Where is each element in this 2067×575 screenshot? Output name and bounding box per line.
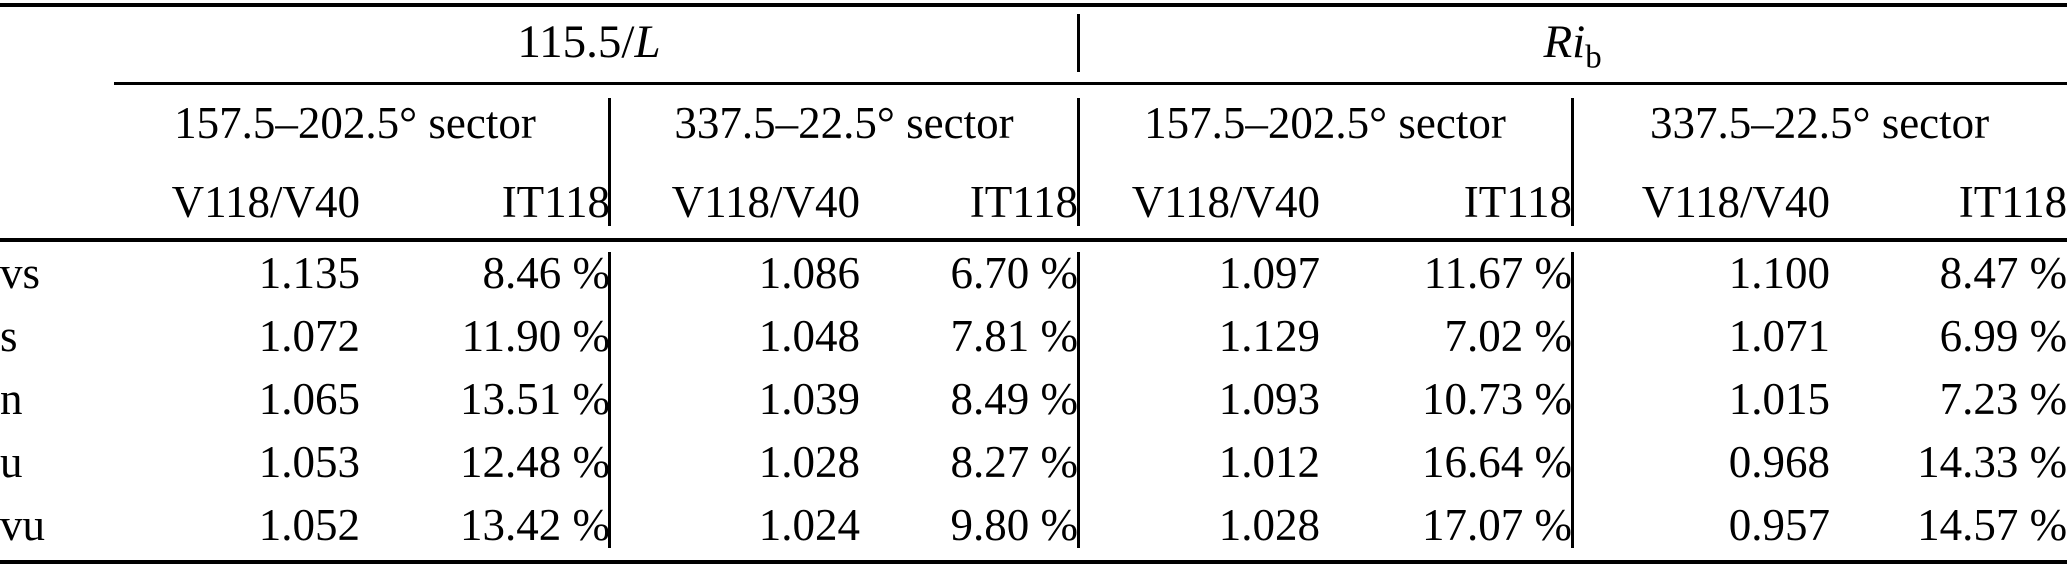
top-rule — [0, 3, 2067, 7]
value-cell: 10.73 % — [1422, 374, 1573, 424]
row-label: u — [0, 437, 23, 487]
sector-header-row: 157.5–202.5° sector 337.5–22.5° sector 1… — [0, 84, 2067, 163]
group-header-text: 115.5/L — [517, 15, 661, 68]
value-cell: 14.33 % — [1917, 437, 2067, 487]
value-cell: 13.42 % — [460, 500, 610, 550]
value-cell: 7.02 % — [1444, 311, 1573, 361]
header-body-separator-rule — [0, 238, 2067, 242]
group-header-row: 115.5/L Rib — [0, 0, 2067, 84]
body-divider — [608, 252, 611, 548]
value-cell: 8.49 % — [950, 374, 1079, 424]
sector-header: 337.5–22.5° sector — [674, 98, 1014, 148]
sector-header: 337.5–22.5° sector — [1649, 98, 1990, 148]
value-cell: 17.07 % — [1422, 500, 1573, 550]
column-header: V118/V40 — [171, 177, 360, 227]
value-cell: 1.028 — [758, 437, 860, 487]
value-cell: 6.70 % — [950, 248, 1079, 298]
value-cell: 13.51 % — [460, 374, 610, 424]
group-header-text: Rib — [1543, 15, 1602, 75]
value-cell: 1.072 — [258, 311, 360, 361]
value-cell: 8.47 % — [1939, 248, 2067, 298]
value-cell: 1.097 — [1218, 248, 1321, 298]
table-row-n: n 1.065 13.51 % 1.039 8.49 % 1.093 10.73… — [0, 368, 2067, 431]
row-label: s — [0, 311, 18, 361]
value-cell: 6.99 % — [1939, 311, 2067, 361]
column-header-row: V118/V40 IT118 V118/V40 IT118 V118/V40 I… — [0, 163, 2067, 242]
value-cell: 1.048 — [758, 311, 860, 361]
sector-header: 157.5–202.5° sector — [174, 98, 536, 148]
column-header: IT118 — [969, 177, 1079, 227]
value-cell: 1.071 — [1728, 311, 1831, 361]
group-header-Ri-b: Rib — [1078, 0, 2067, 84]
value-cell: 7.23 % — [1939, 374, 2067, 424]
table-row-u: u 1.053 12.48 % 1.028 8.27 % 1.012 16.64… — [0, 431, 2067, 494]
value-cell: 1.135 — [258, 248, 360, 298]
value-cell: 1.053 — [258, 437, 360, 487]
value-cell: 16.64 % — [1422, 437, 1573, 487]
table-row-s: s 1.072 11.90 % 1.048 7.81 % 1.129 7.02 … — [0, 305, 2067, 368]
value-cell: 8.27 % — [950, 437, 1079, 487]
stability-sector-table: 115.5/L Rib 157.5–202.5° sector 337.5–22… — [0, 0, 2067, 557]
value-cell: 1.028 — [1218, 500, 1321, 550]
sector-header: 157.5–202.5° sector — [1144, 98, 1506, 148]
value-cell: 1.129 — [1218, 311, 1321, 361]
column-header: IT118 — [501, 177, 610, 227]
row-label: n — [0, 374, 23, 424]
sector-divider — [608, 98, 611, 226]
value-cell: 1.093 — [1218, 374, 1321, 424]
row-label: vs — [0, 248, 41, 298]
value-cell: 11.90 % — [461, 311, 610, 361]
value-cell: 1.015 — [1728, 374, 1831, 424]
value-cell: 1.052 — [258, 500, 360, 550]
value-cell: 0.968 — [1728, 437, 1831, 487]
value-cell: 1.012 — [1218, 437, 1321, 487]
value-cell: 11.67 % — [1423, 248, 1573, 298]
body-divider — [1077, 252, 1080, 548]
column-header: IT118 — [1958, 177, 2067, 227]
value-cell: 12.48 % — [460, 437, 610, 487]
empty-cell — [0, 163, 100, 242]
table-row-vs: vs 1.135 8.46 % 1.086 6.70 % 1.097 11.67… — [0, 242, 2067, 305]
value-cell: 1.024 — [758, 500, 860, 550]
column-header: V118/V40 — [671, 177, 860, 227]
value-cell: 9.80 % — [950, 500, 1079, 550]
column-header: V118/V40 — [1641, 177, 1831, 227]
value-cell: 0.957 — [1728, 500, 1831, 550]
sector-divider — [1571, 98, 1574, 226]
value-cell: 1.065 — [258, 374, 360, 424]
value-cell: 8.46 % — [482, 248, 611, 298]
group-divider-top — [1077, 14, 1080, 72]
corner-cell — [0, 0, 100, 84]
value-cell: 1.086 — [758, 248, 860, 298]
sector-divider — [1077, 98, 1080, 226]
value-cell: 14.57 % — [1917, 500, 2067, 550]
bottom-rule — [0, 560, 2067, 564]
body-divider — [1571, 252, 1574, 548]
group-header-115-5-over-L: 115.5/L — [100, 0, 1078, 84]
table-row-vu: vu 1.052 13.42 % 1.024 9.80 % 1.028 17.0… — [0, 494, 2067, 557]
column-header: V118/V40 — [1131, 177, 1321, 227]
row-label: vu — [0, 500, 45, 550]
group-header-underline-rule — [114, 82, 2067, 85]
value-cell: 1.039 — [758, 374, 860, 424]
empty-cell — [0, 84, 100, 163]
value-cell: 1.100 — [1728, 248, 1831, 298]
value-cell: 7.81 % — [950, 311, 1079, 361]
column-header: IT118 — [1463, 177, 1573, 227]
